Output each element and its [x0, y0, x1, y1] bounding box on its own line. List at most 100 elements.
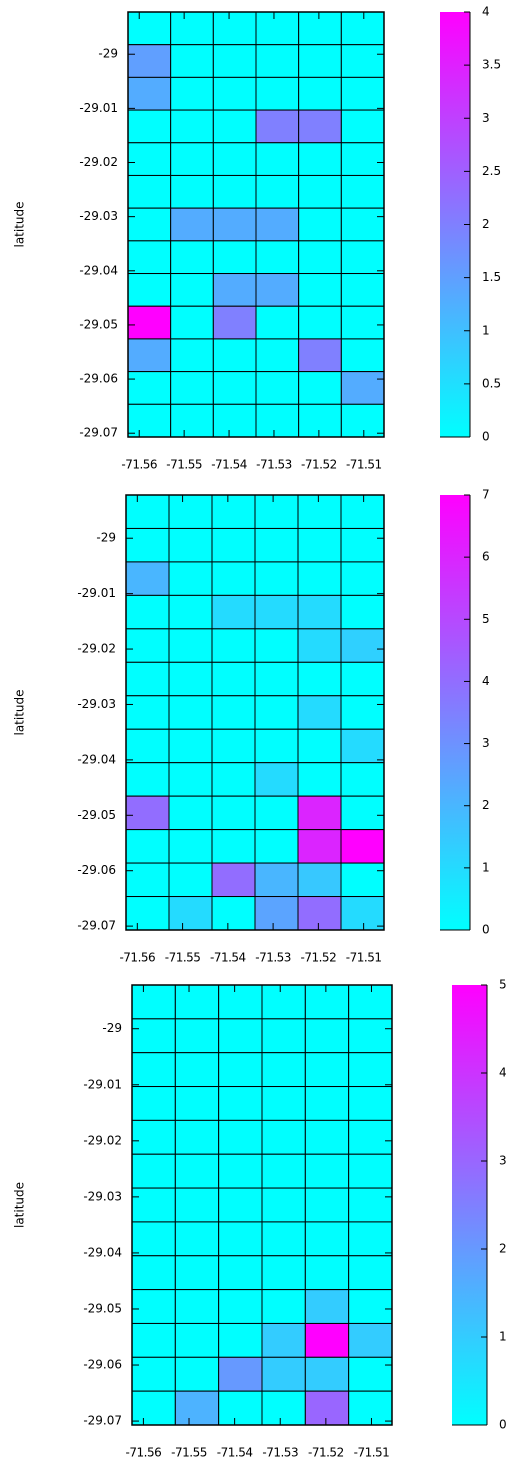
heatmap-cell	[340, 695, 385, 730]
heatmap-cell	[211, 896, 256, 931]
heatmap-cell	[168, 795, 213, 831]
heatmap-cell	[297, 795, 342, 831]
colorbar-tick-label: 5	[482, 612, 490, 626]
heatmap-cell	[211, 628, 256, 663]
heatmap-cell	[212, 207, 257, 242]
heatmap-cell	[127, 142, 172, 176]
heatmap-cell	[348, 1255, 393, 1291]
heatmap-cell	[304, 984, 350, 1020]
heatmap-cell	[261, 1119, 306, 1155]
heatmap-cell	[174, 1255, 220, 1291]
colorbar-tick-label: 3	[482, 111, 490, 125]
heatmap-cell	[255, 240, 300, 275]
heatmap-cell	[261, 1255, 306, 1291]
heatmap-cell	[304, 1187, 350, 1223]
heatmap-cell	[255, 207, 300, 242]
heatmap-cell	[255, 338, 300, 373]
heatmap-panel: -29 -29.01 -29.02 -29.03 -29.04 -29.05 -29.06 -…	[13, 488, 490, 965]
colorbar-tick-label: 5	[499, 978, 507, 992]
heatmap-cell	[255, 11, 300, 46]
colorbar-tick-label: 1.5	[482, 270, 501, 284]
heatmap-cell	[348, 1052, 393, 1088]
heatmap-cell	[218, 1153, 263, 1189]
heatmap-cell	[255, 76, 300, 111]
heatmap-cell	[255, 305, 300, 340]
heatmap-cell	[212, 174, 257, 209]
colorbar	[440, 495, 470, 930]
heatmap-cell	[127, 11, 172, 46]
heatmap-cell	[127, 207, 172, 242]
heatmap-cell	[212, 273, 257, 307]
heatmap-cell	[254, 795, 299, 831]
y-tick-label: -29.06	[83, 1358, 122, 1372]
heatmap-cell	[174, 1322, 220, 1358]
y-tick-label: -29.01	[83, 1077, 122, 1091]
heatmap-cell	[348, 1153, 393, 1189]
heatmap-cell	[212, 240, 257, 275]
heatmap-cell	[211, 494, 256, 529]
heatmap-cell	[255, 174, 300, 209]
heatmap-cell	[211, 695, 256, 730]
heatmap-cell	[170, 273, 214, 307]
heatmap-panel: -29 -29.01 -29.02 -29.03 -29.04 -29.05 -29.06 -…	[13, 978, 507, 1460]
heatmap-cell	[211, 762, 256, 797]
heatmap-cell	[125, 661, 170, 697]
heatmap-cell	[340, 305, 385, 340]
heatmap-cell	[211, 594, 256, 630]
colorbar-tick-label: 3	[499, 1154, 507, 1168]
heatmap-cell	[170, 174, 214, 209]
heatmap-cell	[297, 829, 342, 864]
heatmap-cell	[125, 896, 170, 931]
heatmap-cell	[261, 1289, 306, 1324]
x-tick-label: -71.52	[301, 951, 337, 965]
heatmap-panel: -29 -29.01 -29.02 -29.03 -29.04 -29.05 -29.06 -…	[13, 5, 502, 472]
heatmap-cell	[297, 561, 342, 596]
y-tick-label: -29	[102, 1021, 122, 1035]
heatmap-cell	[168, 728, 213, 764]
heatmap-cell	[340, 561, 385, 596]
heatmap-cell	[168, 829, 213, 864]
heatmap-cell	[212, 109, 257, 144]
heatmap-cell	[304, 1322, 350, 1358]
y-axis-label: latitude	[13, 689, 27, 735]
x-tick-label: -71.53	[262, 1446, 298, 1460]
heatmap-cell	[125, 594, 170, 630]
colorbar-tick-label: 2	[482, 798, 490, 812]
heatmap-cell	[168, 896, 213, 931]
heatmap-cell	[304, 1018, 350, 1054]
heatmap-cell	[170, 76, 214, 111]
heatmap-cell	[125, 561, 170, 596]
y-tick-label: -29.01	[79, 101, 118, 115]
x-tick-label: -71.54	[211, 458, 247, 472]
plot-frame	[131, 984, 393, 1426]
heatmap-cell	[261, 1390, 306, 1426]
heatmap-cell	[340, 338, 385, 373]
heatmap-cell	[218, 1187, 263, 1223]
heatmap-cell	[168, 561, 213, 596]
heatmap-cell	[298, 273, 342, 307]
heatmap-cell	[298, 207, 342, 242]
heatmap-cell	[131, 1390, 176, 1426]
x-tick-label: -71.55	[171, 1446, 207, 1460]
heatmap-cell	[174, 1187, 220, 1223]
heatmap-cell	[174, 1221, 220, 1257]
x-tick-label: -71.55	[165, 951, 201, 965]
heatmap-cell	[254, 494, 299, 529]
heatmap-cell	[340, 829, 385, 864]
heatmap-cell	[174, 1390, 220, 1426]
heatmap-cell	[254, 594, 299, 630]
heatmap-cell	[212, 76, 257, 111]
x-tick-label: -71.51	[346, 458, 382, 472]
heatmap-cell	[340, 371, 385, 405]
y-tick-label: -29.03	[77, 697, 116, 711]
heatmap-cell	[297, 661, 342, 697]
heatmap-cell	[255, 273, 300, 307]
colorbar-tick-label: 0	[482, 923, 490, 937]
heatmap-cell	[304, 1119, 350, 1155]
heatmap-cell	[255, 403, 300, 438]
heatmap-cell	[298, 142, 342, 176]
heatmap-cell	[211, 829, 256, 864]
heatmap-cell	[212, 11, 257, 46]
y-tick-label: -29.04	[77, 752, 116, 766]
heatmap-cell	[131, 1289, 176, 1324]
